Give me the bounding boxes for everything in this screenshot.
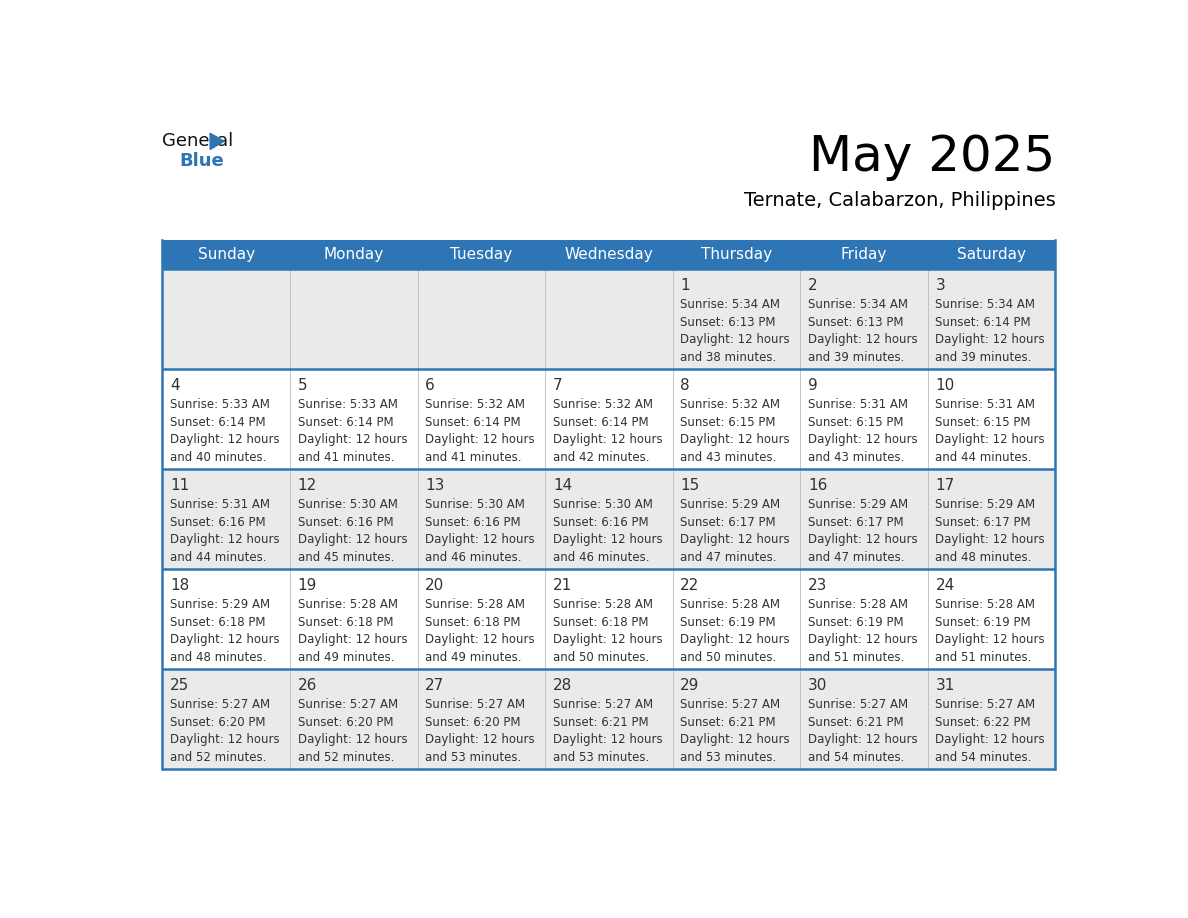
Text: Sunrise: 5:27 AM
Sunset: 6:21 PM
Daylight: 12 hours
and 53 minutes.: Sunrise: 5:27 AM Sunset: 6:21 PM Dayligh… <box>681 699 790 764</box>
Text: Sunrise: 5:34 AM
Sunset: 6:13 PM
Daylight: 12 hours
and 38 minutes.: Sunrise: 5:34 AM Sunset: 6:13 PM Dayligh… <box>681 298 790 364</box>
Text: Sunrise: 5:32 AM
Sunset: 6:14 PM
Daylight: 12 hours
and 41 minutes.: Sunrise: 5:32 AM Sunset: 6:14 PM Dayligh… <box>425 398 535 464</box>
Text: Sunrise: 5:30 AM
Sunset: 6:16 PM
Daylight: 12 hours
and 46 minutes.: Sunrise: 5:30 AM Sunset: 6:16 PM Dayligh… <box>425 498 535 564</box>
Text: Sunrise: 5:28 AM
Sunset: 6:18 PM
Daylight: 12 hours
and 49 minutes.: Sunrise: 5:28 AM Sunset: 6:18 PM Dayligh… <box>425 599 535 664</box>
Text: 17: 17 <box>935 478 955 493</box>
Text: Sunrise: 5:32 AM
Sunset: 6:14 PM
Daylight: 12 hours
and 42 minutes.: Sunrise: 5:32 AM Sunset: 6:14 PM Dayligh… <box>552 398 663 464</box>
Text: Sunrise: 5:31 AM
Sunset: 6:15 PM
Daylight: 12 hours
and 43 minutes.: Sunrise: 5:31 AM Sunset: 6:15 PM Dayligh… <box>808 398 917 464</box>
Text: 23: 23 <box>808 578 827 593</box>
Text: 31: 31 <box>935 678 955 693</box>
Text: Sunrise: 5:27 AM
Sunset: 6:20 PM
Daylight: 12 hours
and 53 minutes.: Sunrise: 5:27 AM Sunset: 6:20 PM Dayligh… <box>425 699 535 764</box>
Text: 14: 14 <box>552 478 573 493</box>
Text: Sunrise: 5:27 AM
Sunset: 6:21 PM
Daylight: 12 hours
and 53 minutes.: Sunrise: 5:27 AM Sunset: 6:21 PM Dayligh… <box>552 699 663 764</box>
Text: Sunrise: 5:29 AM
Sunset: 6:18 PM
Daylight: 12 hours
and 48 minutes.: Sunrise: 5:29 AM Sunset: 6:18 PM Dayligh… <box>170 599 280 664</box>
Text: 24: 24 <box>935 578 955 593</box>
Text: 27: 27 <box>425 678 444 693</box>
Text: 28: 28 <box>552 678 573 693</box>
Text: Sunrise: 5:27 AM
Sunset: 6:20 PM
Daylight: 12 hours
and 52 minutes.: Sunrise: 5:27 AM Sunset: 6:20 PM Dayligh… <box>298 699 407 764</box>
Text: Ternate, Calabarzon, Philippines: Ternate, Calabarzon, Philippines <box>744 191 1055 210</box>
Polygon shape <box>210 133 225 150</box>
Text: 15: 15 <box>681 478 700 493</box>
Bar <box>163 269 1055 369</box>
Text: Sunrise: 5:27 AM
Sunset: 6:21 PM
Daylight: 12 hours
and 54 minutes.: Sunrise: 5:27 AM Sunset: 6:21 PM Dayligh… <box>808 699 917 764</box>
Text: Sunrise: 5:33 AM
Sunset: 6:14 PM
Daylight: 12 hours
and 41 minutes.: Sunrise: 5:33 AM Sunset: 6:14 PM Dayligh… <box>298 398 407 464</box>
Text: 10: 10 <box>935 378 955 393</box>
Text: 6: 6 <box>425 378 435 393</box>
Text: Sunrise: 5:29 AM
Sunset: 6:17 PM
Daylight: 12 hours
and 48 minutes.: Sunrise: 5:29 AM Sunset: 6:17 PM Dayligh… <box>935 498 1045 564</box>
Text: Thursday: Thursday <box>701 247 772 262</box>
Text: 26: 26 <box>298 678 317 693</box>
Text: Sunrise: 5:28 AM
Sunset: 6:19 PM
Daylight: 12 hours
and 51 minutes.: Sunrise: 5:28 AM Sunset: 6:19 PM Dayligh… <box>935 599 1045 664</box>
Text: 13: 13 <box>425 478 444 493</box>
Text: Tuesday: Tuesday <box>450 247 512 262</box>
Text: 3: 3 <box>935 278 946 293</box>
Text: 18: 18 <box>170 578 189 593</box>
Text: Saturday: Saturday <box>958 247 1026 262</box>
Text: Sunrise: 5:28 AM
Sunset: 6:19 PM
Daylight: 12 hours
and 50 minutes.: Sunrise: 5:28 AM Sunset: 6:19 PM Dayligh… <box>681 599 790 664</box>
Text: Sunrise: 5:29 AM
Sunset: 6:17 PM
Daylight: 12 hours
and 47 minutes.: Sunrise: 5:29 AM Sunset: 6:17 PM Dayligh… <box>681 498 790 564</box>
Text: Sunrise: 5:27 AM
Sunset: 6:20 PM
Daylight: 12 hours
and 52 minutes.: Sunrise: 5:27 AM Sunset: 6:20 PM Dayligh… <box>170 699 280 764</box>
Text: 30: 30 <box>808 678 827 693</box>
Bar <box>163 569 1055 669</box>
Bar <box>163 369 1055 469</box>
Text: Sunrise: 5:30 AM
Sunset: 6:16 PM
Daylight: 12 hours
and 45 minutes.: Sunrise: 5:30 AM Sunset: 6:16 PM Dayligh… <box>298 498 407 564</box>
Text: Sunrise: 5:32 AM
Sunset: 6:15 PM
Daylight: 12 hours
and 43 minutes.: Sunrise: 5:32 AM Sunset: 6:15 PM Dayligh… <box>681 398 790 464</box>
Bar <box>163 469 1055 569</box>
Text: 1: 1 <box>681 278 690 293</box>
Bar <box>163 240 1055 269</box>
Text: 25: 25 <box>170 678 189 693</box>
Text: 21: 21 <box>552 578 573 593</box>
Text: 8: 8 <box>681 378 690 393</box>
Text: Sunrise: 5:33 AM
Sunset: 6:14 PM
Daylight: 12 hours
and 40 minutes.: Sunrise: 5:33 AM Sunset: 6:14 PM Dayligh… <box>170 398 280 464</box>
Text: 2: 2 <box>808 278 817 293</box>
Text: 11: 11 <box>170 478 189 493</box>
Text: Sunrise: 5:30 AM
Sunset: 6:16 PM
Daylight: 12 hours
and 46 minutes.: Sunrise: 5:30 AM Sunset: 6:16 PM Dayligh… <box>552 498 663 564</box>
Text: Sunrise: 5:34 AM
Sunset: 6:13 PM
Daylight: 12 hours
and 39 minutes.: Sunrise: 5:34 AM Sunset: 6:13 PM Dayligh… <box>808 298 917 364</box>
Text: Friday: Friday <box>841 247 887 262</box>
Text: Monday: Monday <box>323 247 384 262</box>
Text: Wednesday: Wednesday <box>564 247 653 262</box>
Text: 29: 29 <box>681 678 700 693</box>
Bar <box>163 669 1055 769</box>
Text: 5: 5 <box>298 378 308 393</box>
Text: 16: 16 <box>808 478 827 493</box>
Text: Blue: Blue <box>179 151 225 170</box>
Text: 19: 19 <box>298 578 317 593</box>
Text: May 2025: May 2025 <box>809 133 1055 181</box>
Text: 12: 12 <box>298 478 317 493</box>
Text: 22: 22 <box>681 578 700 593</box>
Text: Sunrise: 5:28 AM
Sunset: 6:19 PM
Daylight: 12 hours
and 51 minutes.: Sunrise: 5:28 AM Sunset: 6:19 PM Dayligh… <box>808 599 917 664</box>
Text: Sunday: Sunday <box>197 247 254 262</box>
Text: 9: 9 <box>808 378 817 393</box>
Text: Sunrise: 5:28 AM
Sunset: 6:18 PM
Daylight: 12 hours
and 50 minutes.: Sunrise: 5:28 AM Sunset: 6:18 PM Dayligh… <box>552 599 663 664</box>
Text: Sunrise: 5:31 AM
Sunset: 6:16 PM
Daylight: 12 hours
and 44 minutes.: Sunrise: 5:31 AM Sunset: 6:16 PM Dayligh… <box>170 498 280 564</box>
Text: 20: 20 <box>425 578 444 593</box>
Text: Sunrise: 5:29 AM
Sunset: 6:17 PM
Daylight: 12 hours
and 47 minutes.: Sunrise: 5:29 AM Sunset: 6:17 PM Dayligh… <box>808 498 917 564</box>
Text: Sunrise: 5:34 AM
Sunset: 6:14 PM
Daylight: 12 hours
and 39 minutes.: Sunrise: 5:34 AM Sunset: 6:14 PM Dayligh… <box>935 298 1045 364</box>
Text: Sunrise: 5:31 AM
Sunset: 6:15 PM
Daylight: 12 hours
and 44 minutes.: Sunrise: 5:31 AM Sunset: 6:15 PM Dayligh… <box>935 398 1045 464</box>
Text: General: General <box>163 131 234 150</box>
Text: 4: 4 <box>170 378 179 393</box>
Text: Sunrise: 5:27 AM
Sunset: 6:22 PM
Daylight: 12 hours
and 54 minutes.: Sunrise: 5:27 AM Sunset: 6:22 PM Dayligh… <box>935 699 1045 764</box>
Text: Sunrise: 5:28 AM
Sunset: 6:18 PM
Daylight: 12 hours
and 49 minutes.: Sunrise: 5:28 AM Sunset: 6:18 PM Dayligh… <box>298 599 407 664</box>
Text: 7: 7 <box>552 378 562 393</box>
